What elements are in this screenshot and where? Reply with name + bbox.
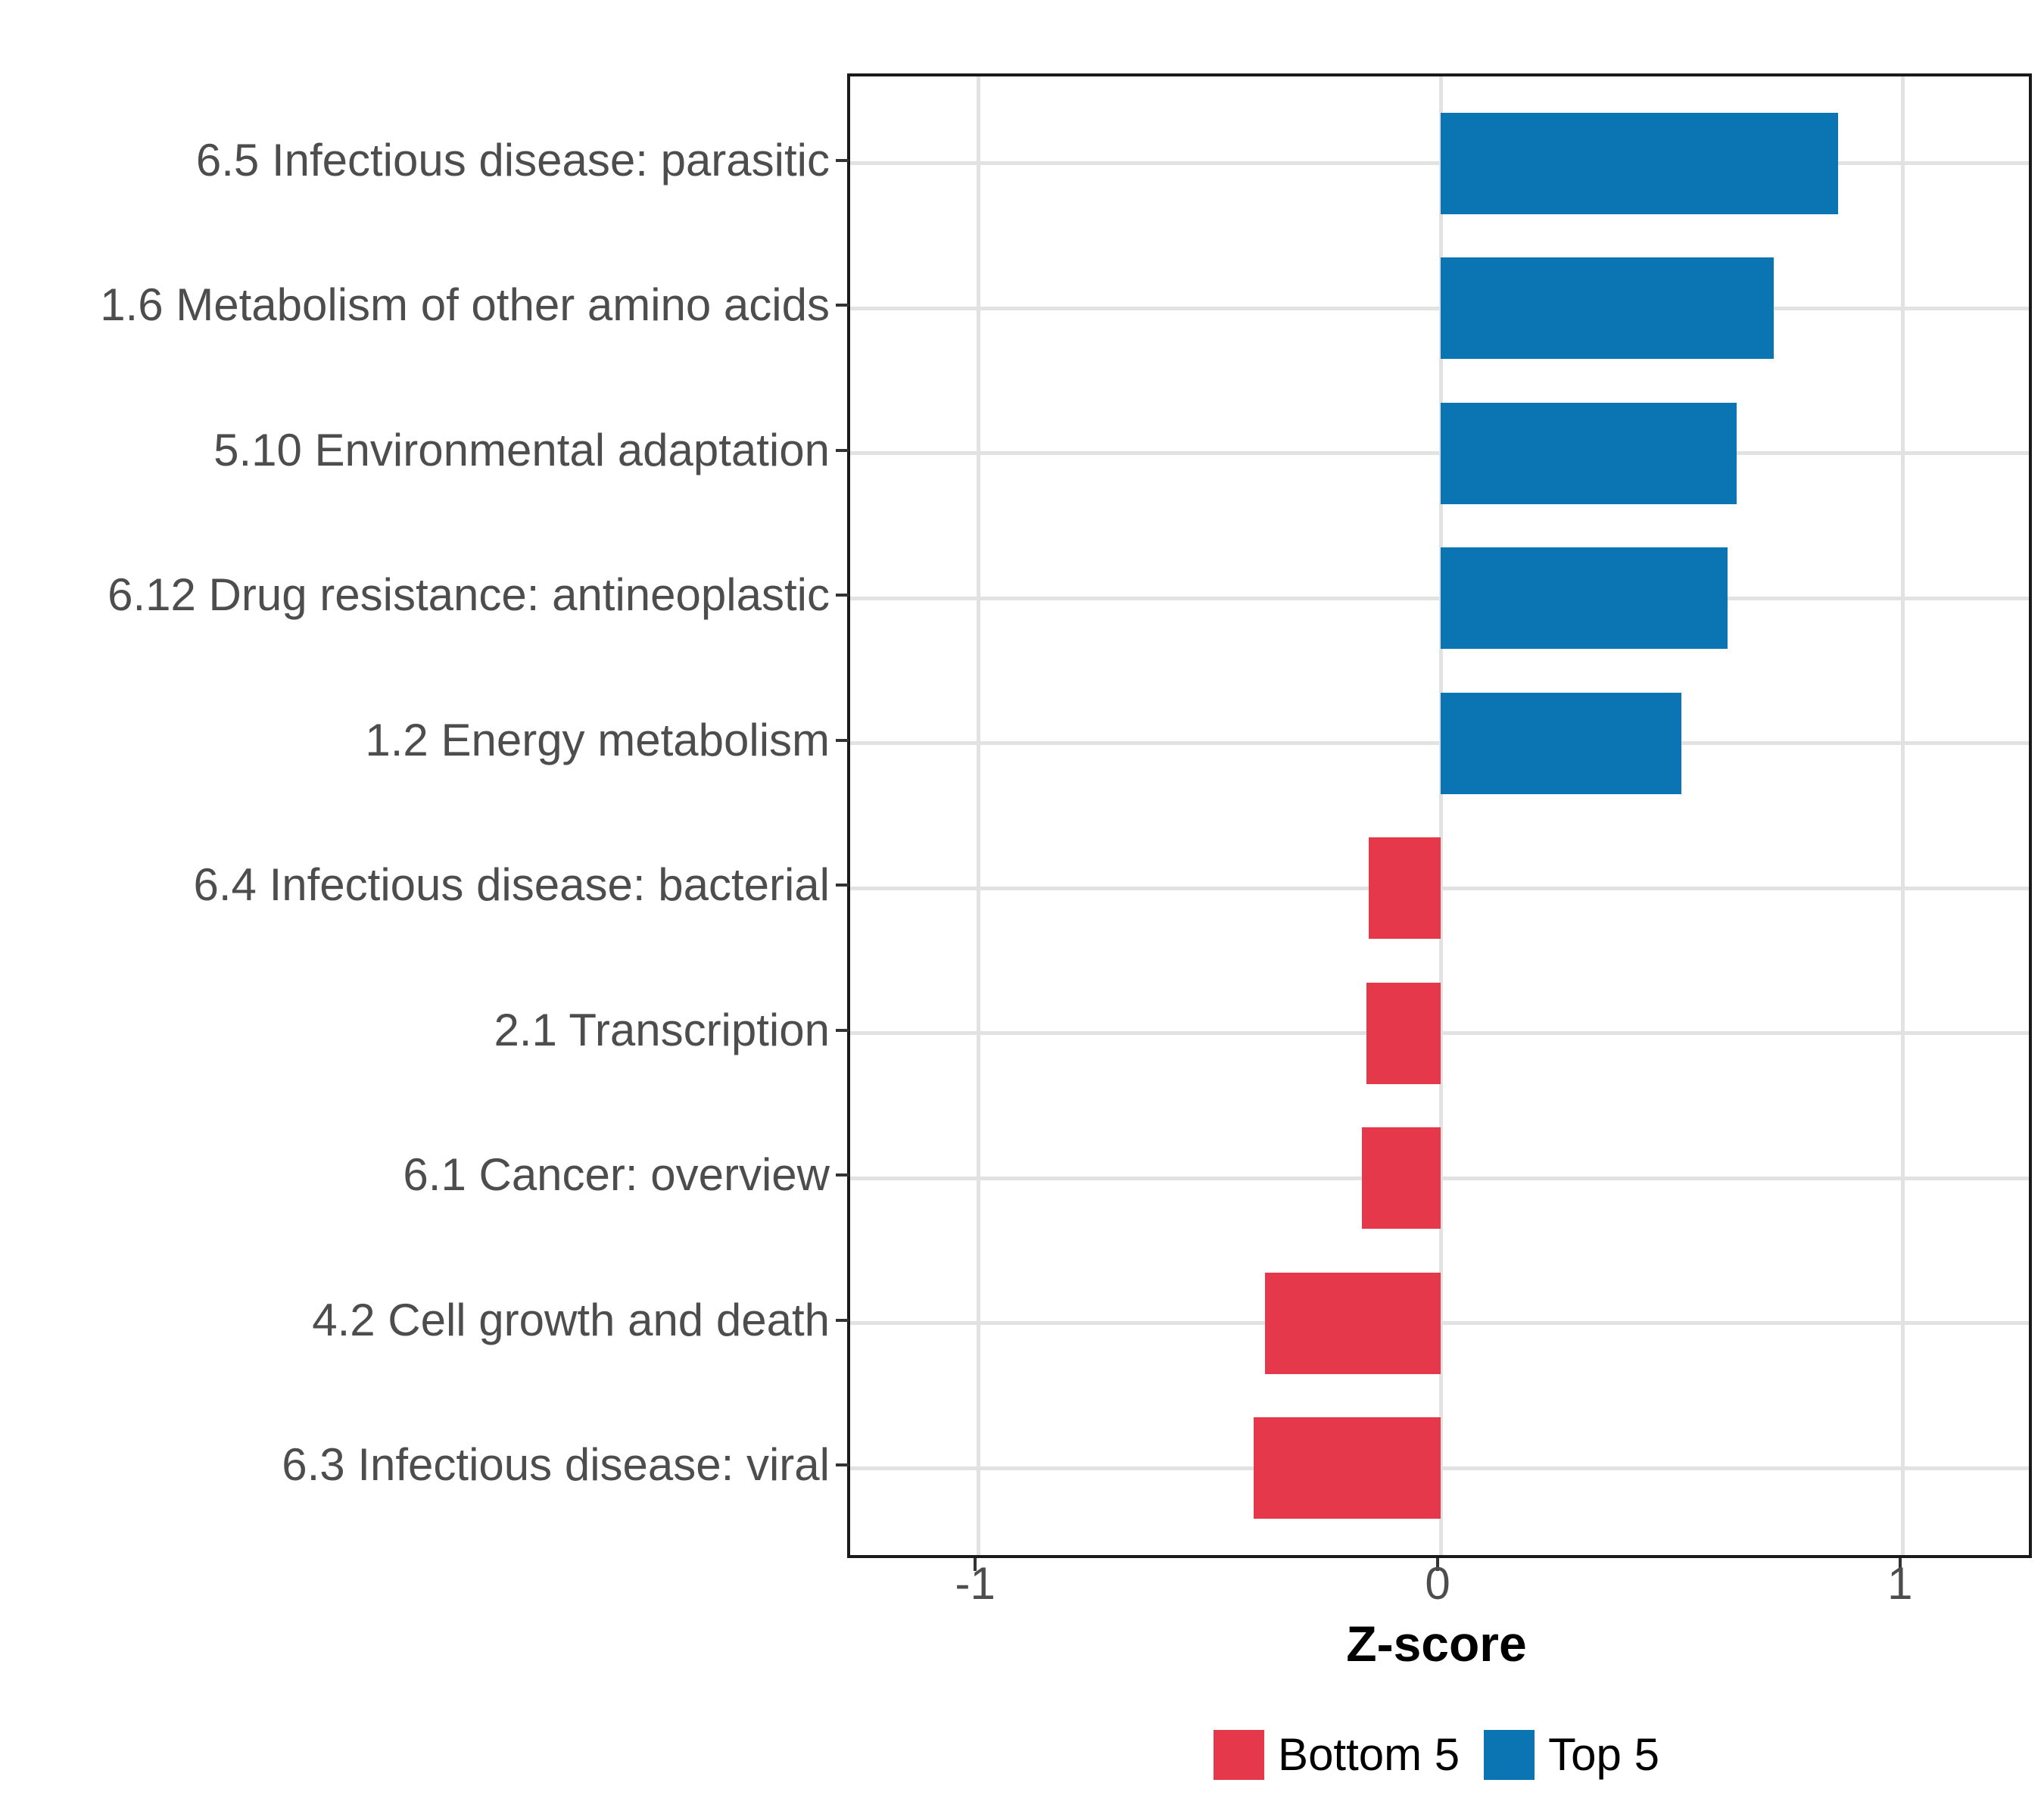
legend-entry: Bottom 5 — [1214, 1730, 1460, 1780]
bar — [1441, 257, 1774, 360]
x-tick-mark — [1898, 1558, 1902, 1571]
x-tick-mark — [1436, 1558, 1440, 1571]
gridline-x-1 — [1901, 76, 1905, 1555]
legend-entry: Top 5 — [1484, 1730, 1659, 1780]
y-tick-label: 6.5 Infectious disease: parasitic — [195, 134, 830, 185]
y-tick-label: 1.6 Metabolism of other amino acids — [100, 279, 830, 331]
legend-swatch — [1484, 1730, 1535, 1780]
y-tick-mark — [836, 1463, 849, 1467]
x-tick-label: 1 — [1887, 1558, 1913, 1609]
bar — [1366, 982, 1441, 1084]
y-tick-mark — [836, 304, 849, 307]
bar — [1362, 1127, 1441, 1230]
x-axis-title: Z-score — [1346, 1616, 1527, 1672]
legend: Bottom 5 Top 5 — [847, 1729, 2026, 1781]
y-tick-label: 6.4 Infectious disease: bacterial — [193, 859, 830, 911]
gridline-row — [850, 596, 2029, 600]
y-tick-mark — [836, 594, 849, 597]
x-tick-label: -1 — [955, 1558, 996, 1609]
bar — [1441, 547, 1728, 650]
legend-label: Bottom 5 — [1278, 1729, 1460, 1780]
y-tick-label: 4.2 Cell growth and death — [312, 1294, 830, 1345]
plot-panel — [847, 73, 2032, 1558]
y-tick-mark — [836, 738, 849, 742]
y-tick-mark — [836, 1028, 849, 1032]
bar — [1441, 402, 1737, 504]
bar — [1253, 1417, 1441, 1519]
y-tick-mark — [836, 448, 849, 452]
bar — [1441, 112, 1839, 214]
y-tick-mark — [836, 1173, 849, 1177]
legend-swatch — [1214, 1730, 1265, 1780]
gridline-row — [850, 451, 2029, 456]
y-tick-label: 6.1 Cancer: overview — [403, 1149, 830, 1201]
gridline-x--1 — [976, 76, 980, 1555]
gridline-row — [850, 741, 2029, 746]
y-tick-mark — [836, 1318, 849, 1322]
bar — [1369, 837, 1441, 940]
y-tick-mark — [836, 884, 849, 887]
y-tick-mark — [836, 158, 849, 162]
x-tick-mark — [974, 1558, 977, 1571]
bar — [1441, 692, 1681, 794]
gridline-x-0 — [1438, 76, 1443, 1555]
y-tick-label: 6.12 Drug resistance: antineoplastic — [107, 569, 830, 621]
y-tick-label: 1.2 Energy metabolism — [365, 714, 830, 765]
y-tick-label: 6.3 Infectious disease: viral — [282, 1439, 830, 1491]
y-tick-label: 5.10 Environmental adaptation — [213, 424, 830, 475]
y-tick-label: 2.1 Transcription — [494, 1004, 830, 1055]
gridline-row — [850, 306, 2029, 310]
x-tick-label: 0 — [1425, 1558, 1450, 1609]
gridline-row — [850, 161, 2029, 166]
bar — [1264, 1272, 1441, 1374]
legend-label: Top 5 — [1548, 1729, 1659, 1780]
